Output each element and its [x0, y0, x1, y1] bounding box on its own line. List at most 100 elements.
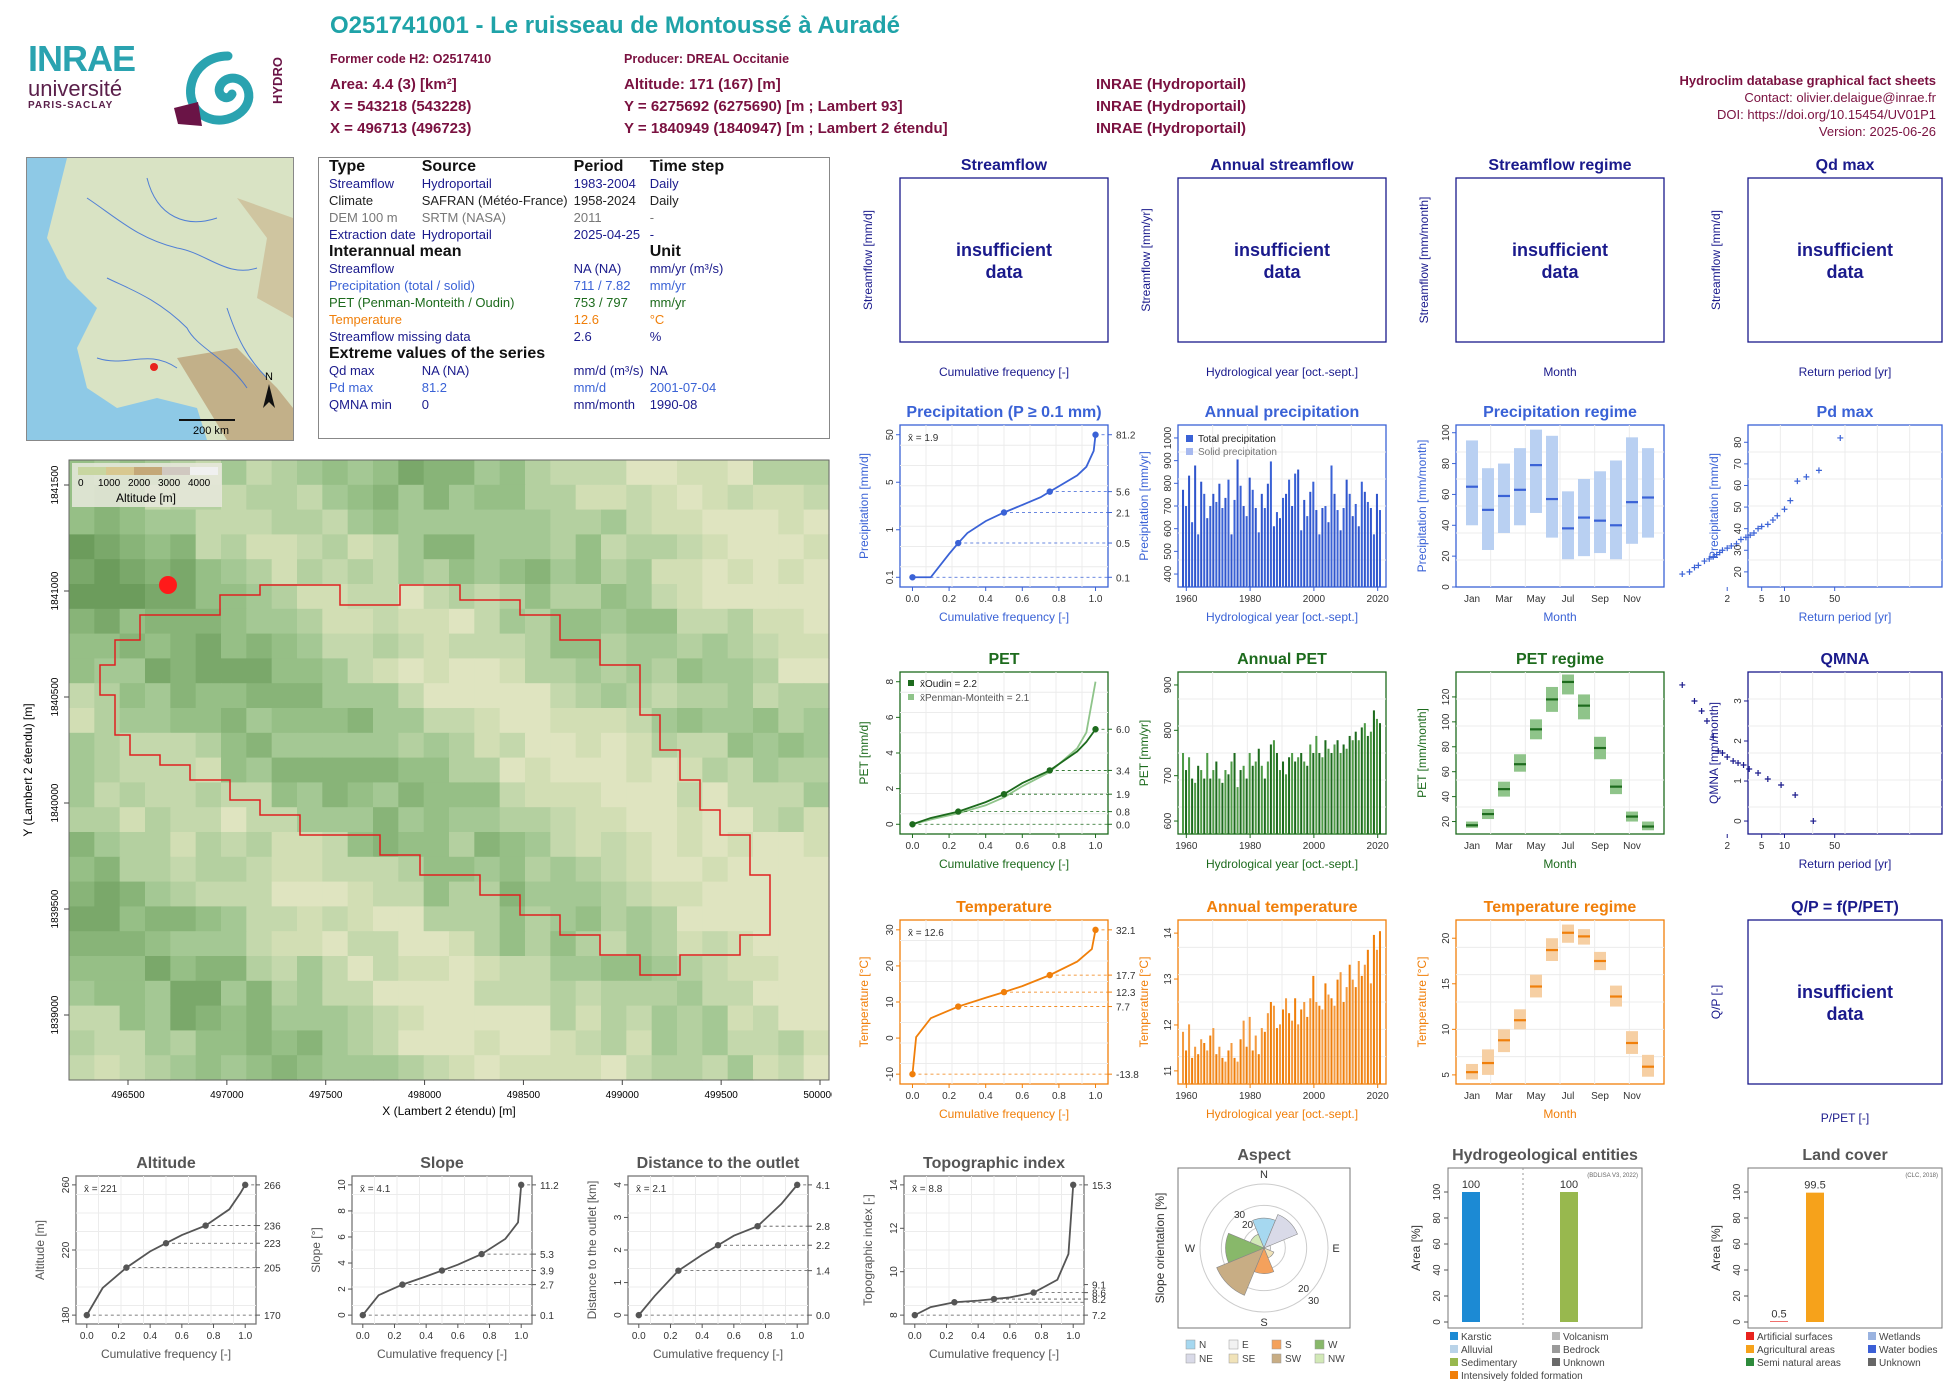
annual-bar [1369, 508, 1372, 587]
y-tick-label: 260 [61, 1176, 72, 1193]
doi-link[interactable]: DOI: https://doi.org/10.15454/UV01P1 [1717, 107, 1936, 122]
annual-bar [1288, 757, 1291, 834]
table-row: Temperature 12.6 °C [329, 311, 730, 328]
y-tick-label: 4 [885, 750, 896, 756]
y-tick-label: 14 [1163, 927, 1174, 939]
annual-bar [1260, 765, 1263, 834]
dem-cell [677, 584, 703, 610]
quantile-point [909, 574, 916, 581]
x-axis-label: Cumulative frequency [-] [939, 365, 1069, 379]
regime-box [1642, 448, 1654, 538]
dem-cell [322, 534, 349, 560]
dem-cell [525, 584, 551, 610]
x-axis-label: Cumulative frequency [-] [939, 610, 1069, 624]
dem-cell [94, 534, 121, 560]
cell: mm/d (m³/s) [573, 363, 644, 378]
dem-cell [94, 732, 121, 759]
dem-cell [651, 683, 678, 709]
annual-bar [1254, 508, 1257, 587]
chart-annual_temp: Annual temperature Hydrological year [oct… [1137, 899, 1389, 1121]
dem-cell [702, 534, 729, 560]
dem-cell [474, 708, 501, 734]
x-tick-label: 0.0 [80, 1331, 94, 1342]
chart-title: Land cover [1802, 1147, 1887, 1164]
dem-cell [601, 534, 627, 560]
annual-bar [1354, 503, 1357, 587]
dem-cell [626, 509, 653, 535]
bar-value-label: 99.5 [1804, 1180, 1825, 1192]
insufficient-data-label: insufficient [956, 240, 1052, 260]
cell: 2001-07-04 [649, 380, 717, 395]
dem-cell [753, 584, 779, 610]
dem-cell [195, 658, 222, 684]
dem-cell [322, 708, 349, 734]
annual-bar [1351, 516, 1354, 587]
x-tick-label: 10 [1779, 841, 1791, 852]
dem-cell [69, 658, 95, 684]
dem-cell [626, 732, 653, 759]
legend-label: Total precipitation [1198, 434, 1276, 445]
x-axis-label: Cumulative frequency [-] [939, 857, 1069, 871]
contact[interactable]: Contact: olivier.delaigue@inrae.fr [1744, 90, 1936, 105]
annual-bar [1342, 1002, 1345, 1084]
chart-title: PET regime [1516, 651, 1604, 668]
dem-cell [297, 658, 323, 684]
annual-bar [1212, 770, 1215, 834]
rose-tick-label: 20 [1298, 1284, 1310, 1295]
dem-cell [271, 683, 298, 709]
dem-cell [373, 559, 399, 585]
dem-cell [297, 757, 323, 783]
regime-box [1530, 429, 1542, 513]
dem-cell [373, 633, 399, 659]
dem-cell [702, 460, 729, 486]
dem-cell [499, 633, 526, 659]
dem-cell [753, 683, 779, 709]
station-marker [150, 363, 158, 371]
annual-bar [1324, 506, 1327, 587]
cell: 12.6 [573, 312, 599, 327]
cell: QMNA min [329, 397, 392, 412]
cell: NA (NA) [421, 363, 470, 378]
dem-cell [398, 658, 425, 684]
dem-cell [297, 509, 323, 535]
dem-cell [601, 732, 627, 759]
annual-bar [1251, 1050, 1254, 1084]
regime-box [1514, 448, 1526, 526]
annual-bar [1263, 508, 1266, 587]
right-tick-label: 236 [264, 1222, 281, 1233]
legend-swatch [1868, 1332, 1876, 1340]
plot-frame [1747, 1167, 1943, 1329]
right-tick-label: 4.1 [816, 1181, 830, 1192]
x-tick-label: 0.8 [1052, 1091, 1066, 1102]
y-tick-label: 800 [1163, 722, 1174, 739]
quantile-point [1092, 726, 1099, 733]
dem-cell [119, 534, 146, 560]
annual-bar [1375, 493, 1378, 587]
annual-bar [1248, 753, 1251, 834]
dem-cell [195, 683, 222, 709]
dem-cell [271, 708, 298, 734]
dem-cell [94, 584, 121, 610]
annual-bar [1330, 753, 1333, 834]
right-tick-label: 2.2 [816, 1241, 830, 1252]
annual-bar [1315, 1002, 1318, 1084]
dem-cell [271, 460, 298, 486]
quantile-point [754, 1222, 761, 1230]
compass-label: S [1260, 1317, 1267, 1329]
y-tick-label: 10 [337, 1179, 348, 1191]
annual-bar [1327, 994, 1330, 1084]
annual-bar [1230, 1043, 1233, 1084]
dem-cell [525, 460, 551, 486]
annual-bar [1221, 508, 1224, 587]
y-tick-label: 220 [61, 1241, 72, 1258]
quantile-point [162, 1240, 170, 1247]
annual-bar [1182, 1031, 1185, 1084]
dem-cell [601, 683, 627, 709]
legend-label: Agricultural areas [1757, 1345, 1835, 1356]
dem-cell [373, 608, 399, 635]
dem-cell [449, 732, 475, 759]
legend-label: x̄Penman-Monteith = 2.1 [920, 693, 1030, 704]
dem-cell [702, 509, 729, 535]
dem-cell [170, 534, 197, 560]
dem-cell [778, 559, 805, 585]
